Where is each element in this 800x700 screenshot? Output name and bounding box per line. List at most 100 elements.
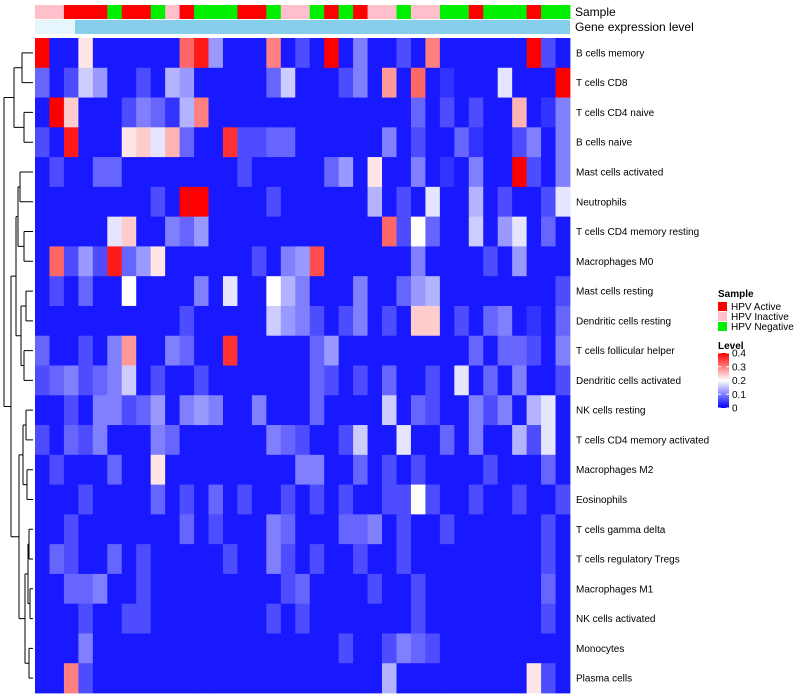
heatmap-cell — [208, 603, 224, 634]
heatmap-cell — [324, 484, 340, 515]
heatmap-cell — [92, 365, 108, 396]
heatmap-cell — [251, 365, 267, 396]
heatmap-cell — [208, 67, 224, 98]
heatmap-cell — [526, 157, 542, 188]
heatmap-cell — [526, 186, 542, 218]
heatmap-cell — [179, 157, 195, 188]
heatmap-cell — [454, 484, 470, 515]
heatmap-cell — [92, 484, 108, 515]
heatmap-cell — [194, 246, 209, 277]
heatmap-cell — [295, 573, 311, 605]
heatmap-cell — [483, 335, 499, 366]
heatmap-cell — [107, 454, 123, 485]
heatmap-cell — [439, 633, 455, 664]
heatmap-cell — [78, 216, 94, 247]
heatmap-cell — [324, 335, 340, 366]
heatmap-cell — [483, 246, 499, 277]
heatmap-cell — [439, 395, 455, 426]
heatmap-cell — [107, 573, 123, 605]
heatmap-cell — [107, 425, 123, 456]
heatmap-cell — [63, 246, 79, 277]
heatmap-cell — [78, 603, 94, 634]
heatmap-cell — [266, 305, 282, 337]
heatmap-cell — [425, 633, 441, 664]
heatmap-cell — [222, 454, 238, 485]
heatmap-cell — [353, 276, 368, 307]
heatmap-cell — [526, 305, 542, 337]
heatmap-cell — [468, 425, 484, 456]
heatmap-cell — [512, 305, 528, 337]
heatmap-cell — [237, 573, 253, 605]
heatmap-cell — [121, 454, 137, 485]
sample-annotation-cell — [526, 5, 542, 19]
sample-annotation-cell — [367, 5, 383, 19]
heatmap-cell — [150, 544, 166, 575]
heatmap-cell — [541, 305, 556, 337]
heatmap-cell — [251, 186, 267, 218]
heatmap-cell — [136, 544, 152, 575]
heatmap-cell — [468, 157, 484, 188]
heatmap-cell — [541, 633, 556, 664]
heatmap-cell — [367, 305, 383, 337]
heatmap-cell — [483, 38, 499, 69]
heatmap-cell — [497, 663, 513, 694]
heatmap-cell — [107, 97, 123, 128]
heatmap-cell — [439, 246, 455, 277]
heatmap-cell — [107, 276, 123, 307]
heatmap-cell — [367, 127, 383, 158]
heatmap-cell — [107, 663, 123, 694]
heatmap-cell — [136, 246, 152, 277]
sample-annotation-cell — [396, 5, 412, 19]
heatmap-cell — [63, 395, 79, 426]
heatmap-cell — [512, 186, 528, 218]
heatmap-cell — [454, 514, 470, 545]
heatmap-cell — [468, 67, 484, 98]
sample-annotation-cell — [49, 5, 65, 19]
heatmap-cell — [165, 633, 180, 664]
heatmap-cell — [179, 484, 195, 515]
heatmap-cell — [324, 67, 340, 98]
heatmap-cell — [410, 484, 426, 515]
heatmap-cell — [35, 573, 50, 605]
heatmap-cell — [497, 305, 513, 337]
heatmap-cell — [309, 484, 325, 515]
heatmap-cell — [526, 544, 542, 575]
heatmap-cell — [194, 157, 209, 188]
heatmap-cell — [251, 425, 267, 456]
heatmap-cell — [237, 305, 253, 337]
heatmap-cell — [251, 276, 267, 307]
heatmap-cell — [468, 454, 484, 485]
heatmap-cell — [367, 633, 383, 664]
heatmap-cell — [541, 484, 556, 515]
heatmap-cell — [425, 38, 441, 69]
row-label: T cells CD4 memory activated — [576, 435, 709, 446]
heatmap-cell — [555, 663, 571, 694]
heatmap-cell — [280, 216, 296, 247]
heatmap-cell — [78, 67, 94, 98]
heatmap-cell — [237, 425, 253, 456]
heatmap-cell — [324, 157, 340, 188]
sample-annotation-cell — [541, 5, 556, 19]
heatmap-cell — [468, 246, 484, 277]
heatmap-cell — [208, 633, 224, 664]
row-label: T cells CD8 — [576, 78, 628, 89]
heatmap-cell — [251, 454, 267, 485]
heatmap-cell — [237, 276, 253, 307]
heatmap-cell — [266, 276, 282, 307]
heatmap-cell — [541, 573, 556, 605]
heatmap-cell — [497, 157, 513, 188]
row-label: Macrophages M0 — [576, 257, 654, 268]
heatmap-cell — [237, 454, 253, 485]
heatmap-cell — [555, 573, 571, 605]
heatmap-cell — [136, 157, 152, 188]
heatmap-cell — [150, 425, 166, 456]
heatmap-cell — [425, 216, 441, 247]
heatmap-cell — [541, 603, 556, 634]
legend-tick-label: 0.3 — [732, 362, 746, 373]
heatmap-cell — [78, 395, 94, 426]
heatmap-cell — [280, 157, 296, 188]
heatmap-cell — [309, 127, 325, 158]
heatmap-cell — [266, 335, 282, 366]
heatmap-cell — [49, 573, 65, 605]
heatmap-cell — [468, 395, 484, 426]
